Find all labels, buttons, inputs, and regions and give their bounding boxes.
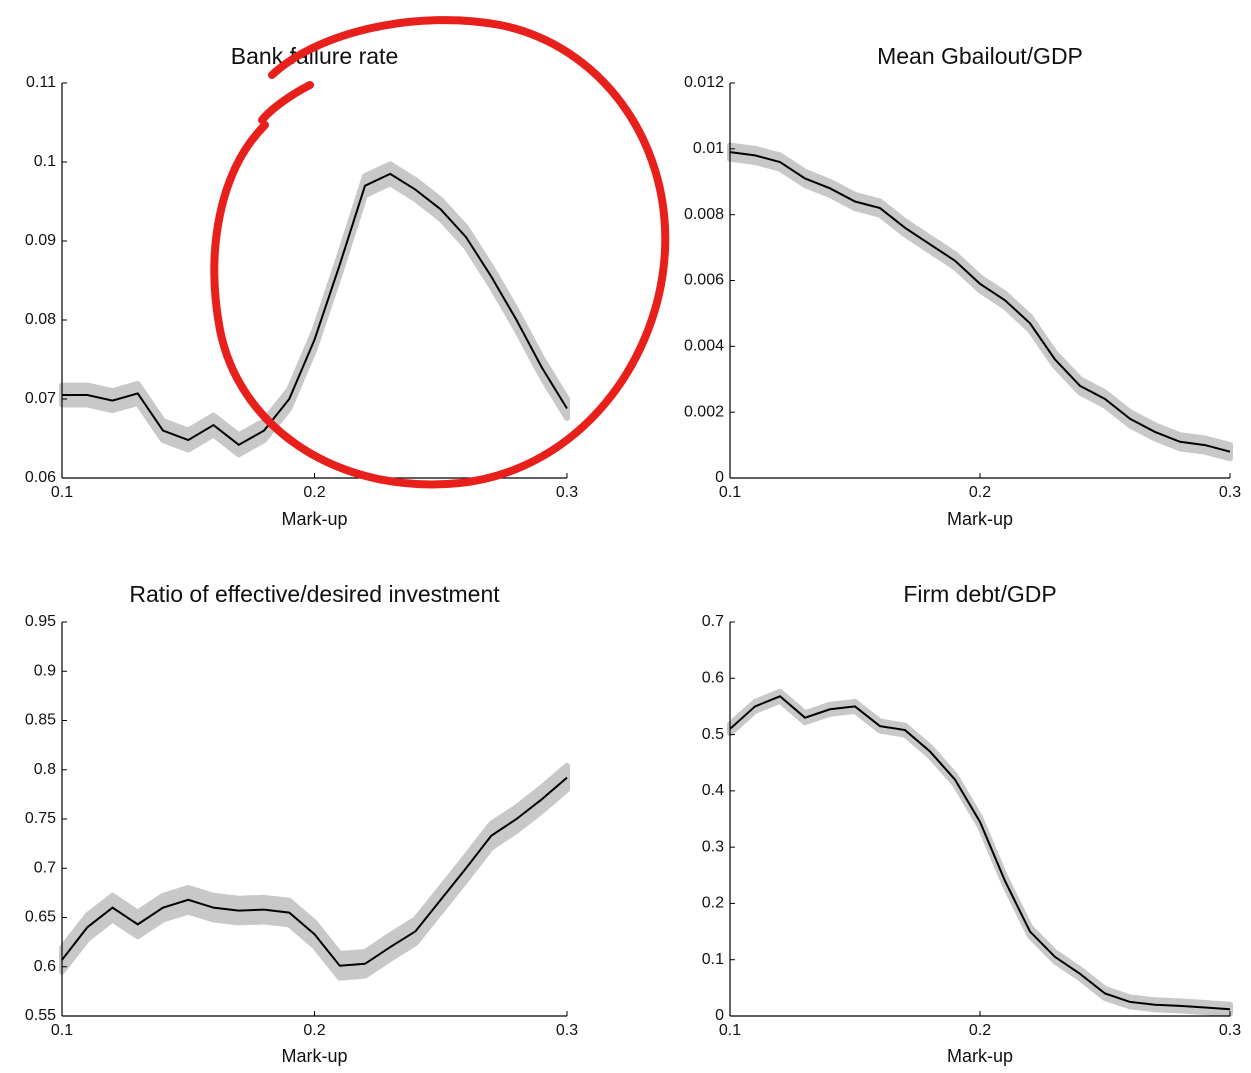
x-tick-label: 0.2 — [303, 484, 325, 501]
y-tick-label: 0.08 — [25, 311, 56, 328]
y-tick-label: 0.9 — [34, 662, 56, 679]
y-tick-label: 0.004 — [684, 338, 724, 355]
y-tick-label: 0.85 — [25, 712, 56, 729]
x-tick-label: 0.3 — [556, 1022, 578, 1039]
y-tick-label: 0.75 — [25, 810, 56, 827]
x-tick-label: 0.3 — [1219, 1022, 1241, 1039]
y-tick-label: 0.002 — [684, 403, 724, 420]
y-tick-label: 0.7 — [702, 613, 724, 630]
y-tick-label: 0.8 — [34, 761, 56, 778]
charts: Bank failure rateMark-up0.060.070.080.09… — [25, 43, 1241, 1066]
subplot: Mean Gbailout/GDP Mark-up 0 0.002 0.004 0.006… — [684, 43, 1241, 529]
x-tick-label: 0.2 — [303, 1022, 325, 1039]
y-tick-label: 0.09 — [25, 232, 56, 249]
y-tick-label: 0.3 — [702, 838, 724, 855]
subplot: Ratio of effective/desired investment Mar… — [25, 581, 578, 1066]
y-tick-label: 0.1 — [702, 951, 724, 968]
y-tick-label: 0.2 — [702, 895, 724, 912]
y-tick-label: 0.1 — [34, 153, 56, 170]
x-tick-label: 0.3 — [556, 484, 578, 501]
x-tick-label: 0.2 — [969, 1022, 991, 1039]
y-tick-label: 0.06 — [25, 469, 56, 486]
x-axis-label: Mark-up — [947, 1046, 1013, 1066]
y-tick-label: 0.07 — [25, 390, 56, 407]
y-tick-label: 0 — [715, 469, 724, 486]
red-circle-annotation — [210, 16, 670, 489]
chart-title: Mean Gbailout/GDP — [877, 43, 1083, 69]
x-tick-label: 0.1 — [51, 1022, 73, 1039]
subplot: Bank failure rateMark-up0.060.070.080.09… — [25, 43, 578, 529]
y-tick-label: 0.6 — [34, 958, 56, 975]
subplot: Firm debt/GDPMark-up00.10.20.30.40.50.60… — [702, 581, 1241, 1066]
line — [729, 151, 1231, 453]
confidence-band — [727, 688, 1233, 1017]
y-tick-label: 0.7 — [34, 859, 56, 876]
y-tick-label: 0.95 — [25, 613, 56, 630]
line — [61, 776, 568, 967]
confidence-band — [59, 762, 570, 981]
confidence-band — [727, 142, 1233, 462]
x-tick-label: 0.1 — [719, 1022, 741, 1039]
y-tick-label: 0.5 — [702, 726, 724, 743]
x-axis-label: Mark-up — [947, 509, 1013, 529]
chart-title: Firm debt/GDP — [903, 581, 1056, 607]
x-tick-label: 0.1 — [51, 484, 73, 501]
y-tick-label: 0.008 — [684, 206, 724, 223]
y-tick-label: 0.006 — [684, 272, 724, 289]
chart-title: Ratio of effective/desired investment — [129, 581, 500, 607]
x-tick-label: 0.2 — [969, 484, 991, 501]
x-tick-label: 0.3 — [1219, 484, 1241, 501]
y-tick-label: 0.01 — [693, 140, 724, 157]
x-axis-label: Mark-up — [281, 509, 347, 529]
y-tick-label: 0.4 — [702, 782, 724, 799]
x-tick-label: 0.1 — [719, 484, 741, 501]
y-tick-label: 0.6 — [702, 670, 724, 687]
line — [62, 172, 568, 447]
y-tick-label: 0.55 — [25, 1007, 56, 1024]
y-tick-label: 0.012 — [684, 74, 724, 91]
y-tick-label: 0.11 — [26, 74, 56, 91]
x-axis-label: Mark-up — [281, 1046, 347, 1066]
y-tick-label: 0 — [715, 1007, 724, 1024]
line — [729, 695, 1231, 1011]
y-tick-label: 0.65 — [25, 909, 56, 926]
confidence-band — [59, 161, 570, 458]
